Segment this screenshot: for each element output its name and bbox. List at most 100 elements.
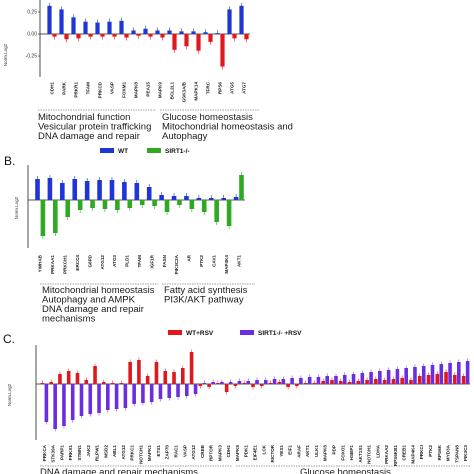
panel-c-bar-sirt1-rsv — [220, 382, 224, 384]
panel-b-bar-sirt1 — [226, 200, 232, 226]
panel-c-bar-wt-rsv — [426, 375, 431, 384]
panel-c-bar-sirt1-rsv — [184, 384, 189, 396]
panel-c-category-label: RLPW1 — [95, 445, 100, 462]
panel-c-bar-wt-rsv — [137, 360, 141, 384]
panel-a-bar-positive — [143, 28, 148, 34]
panel-c-bar-sirt1-rsv — [263, 380, 268, 384]
panel-c-bar-sirt1-rsv — [334, 376, 338, 384]
panel-c-group-label: Glucose homeostasis — [300, 467, 391, 474]
panel-c-category-label: STMN1 — [77, 445, 82, 461]
panel-a: Norm.Log2 0.25 0.00 -0.25 CDH1 PARK PRKR1 TFAM… — [3, 0, 293, 142]
panel-a-bar-positive — [227, 9, 232, 34]
panel-b-category-label: PIK3C2A — [174, 254, 179, 274]
panel-a-bar-positive — [191, 31, 196, 34]
panel-c-bar-wt-rsv — [110, 383, 115, 384]
panel-a-bar-negative — [64, 34, 69, 40]
panel-c-bar-sirt1-rsv — [62, 384, 66, 426]
panel-c-bar-sirt1-rsv — [132, 384, 136, 404]
panel-c-bar-sirt1-rsv — [106, 384, 110, 410]
panel-c-bar-wt-rsv — [119, 383, 124, 384]
panel-b: B. WT SIRT1-/- Norm.Log2 YWHAB PRKAA1 PRKC… — [4, 148, 255, 325]
panel-c-bar-wt-rsv — [321, 381, 326, 384]
panel-a-bar-negative — [100, 34, 105, 37]
panel-c-bar-wt-rsv — [356, 381, 361, 384]
panel-b-category-label: G6PD — [87, 254, 92, 267]
panel-c-bar-wt-rsv — [128, 362, 132, 384]
legend-swatch-wt — [100, 148, 114, 153]
panel-b-bar-sirt1 — [239, 175, 244, 200]
panel-a-bar-negative — [172, 34, 177, 50]
panel-c-category-label: MAPK9 — [235, 445, 240, 462]
panel-c-bar-sirt1-rsv — [272, 379, 277, 384]
panel-a-ytick-label: 0.00 — [27, 32, 37, 38]
panel-b-category-label: PLD1 — [125, 255, 130, 267]
panel-b-bar-sirt1 — [115, 200, 120, 210]
panel-c-bar-wt-rsv — [84, 380, 89, 384]
panel-b-bar-sirt1 — [214, 200, 219, 222]
panel-b-bar-sirt1 — [201, 200, 207, 212]
panel-c-bar-wt-rsv — [374, 379, 378, 384]
panel-c-category-label: MAPK8 — [323, 445, 328, 462]
panel-c-bar-wt-rsv — [198, 384, 203, 386]
panel-c-bar-sirt1-rsv — [281, 379, 286, 384]
panel-c-category-label: RPS6K — [437, 444, 442, 460]
panel-c-bar-wt-rsv — [330, 380, 334, 384]
panel-c-bar-wt-rsv — [268, 383, 273, 384]
panel-b-bar-sirt1 — [139, 200, 145, 205]
panel-c-bar-wt-rsv — [417, 376, 422, 384]
panel-b-bar-wt — [233, 197, 239, 200]
panel-c-category-label: VASP — [182, 445, 187, 457]
panel-c-bar-wt-rsv — [75, 373, 80, 384]
panel-c-category-label: PARP1 — [59, 445, 64, 460]
panel-c-bar-sirt1-rsv — [237, 381, 242, 384]
panel-a-bar-negative — [88, 34, 93, 37]
panel-b-bar-sirt1 — [102, 200, 108, 209]
panel-c-bar-sirt1-rsv — [141, 384, 145, 403]
panel-c-category-label: ABL1 — [112, 445, 117, 457]
panel-b-bar-wt — [171, 196, 177, 200]
legend-label-sirt1: SIRT1-/- — [165, 148, 190, 155]
panel-c-bar-sirt1-rsv — [369, 372, 373, 384]
panel-c-category-label: NOTCH1 — [367, 445, 372, 464]
panel-b-letter: B. — [4, 154, 15, 168]
panel-c-category-label: PRKX1 — [68, 445, 73, 461]
panel-c-category-label: PDK1 — [244, 445, 249, 458]
panel-c-bar-sirt1-rsv — [448, 363, 452, 384]
panel-c-bar-wt-rsv — [435, 374, 440, 384]
panel-a-category-label: PRKR1 — [74, 82, 79, 98]
panel-b-bar-sirt1 — [127, 200, 133, 208]
panel-c-category-label: CDH1 — [226, 445, 231, 458]
panel-c-bar-sirt1-rsv — [439, 364, 444, 384]
panel-b-category-label: MAP4K4 — [224, 255, 229, 274]
panel-a-group-label: Glucose homeostasis — [162, 112, 253, 123]
panel-c-ylabel: Norm.Log2 — [7, 383, 12, 406]
panel-b-category-label: AKT1 — [236, 255, 241, 267]
panel-a-category-label: GSK3A/B — [182, 81, 187, 102]
panel-c-bar-wt-rsv — [145, 376, 150, 384]
panel-a-category-label: MAPK8 — [134, 82, 139, 99]
panel-c-bar-sirt1-rsv — [342, 375, 347, 384]
panel-b-bar-wt — [146, 187, 152, 200]
panel-c-bar-wt-rsv — [224, 384, 229, 392]
panel-c-category-label: RICTOR — [270, 444, 275, 462]
panel-c-category-label: ATG12 — [191, 445, 196, 460]
panel-a-bar-negative — [76, 34, 81, 39]
panel-c-category-label: PRKCA — [42, 444, 47, 461]
panel-a-category-label: TFRC — [206, 81, 211, 94]
panel-a-category-label: PEA15 — [146, 82, 151, 97]
panel-c-category-label: CREB — [200, 444, 205, 458]
panel-c-category-label: PRKCI — [419, 445, 424, 459]
panel-c-bar-wt-rsv — [461, 376, 466, 384]
panel-b-category-label: ERCC4 — [75, 255, 80, 271]
panel-c-bar-sirt1-rsv — [404, 368, 408, 384]
panel-c-bar-sirt1-rsv — [378, 371, 382, 384]
panel-b-plot: YWHAB PRKAA1 PRKCH1 ERCC4 G6PD ATG12 ATG3 PLD1 T… — [27, 165, 245, 274]
panel-c-bar-sirt1-rsv — [114, 384, 119, 409]
panel-b-category-label: CAV1 — [211, 255, 216, 267]
panel-c-category-label: FOXO1 — [340, 445, 345, 461]
panel-b-bar-sirt1 — [177, 200, 182, 205]
panel-c-bar-wt-rsv — [347, 382, 352, 384]
legend-label-wt-rsv: WT+RSV — [186, 330, 214, 337]
panel-b-group-label: mechanisms — [42, 314, 96, 325]
panel-c-bar-wt-rsv — [338, 381, 343, 384]
